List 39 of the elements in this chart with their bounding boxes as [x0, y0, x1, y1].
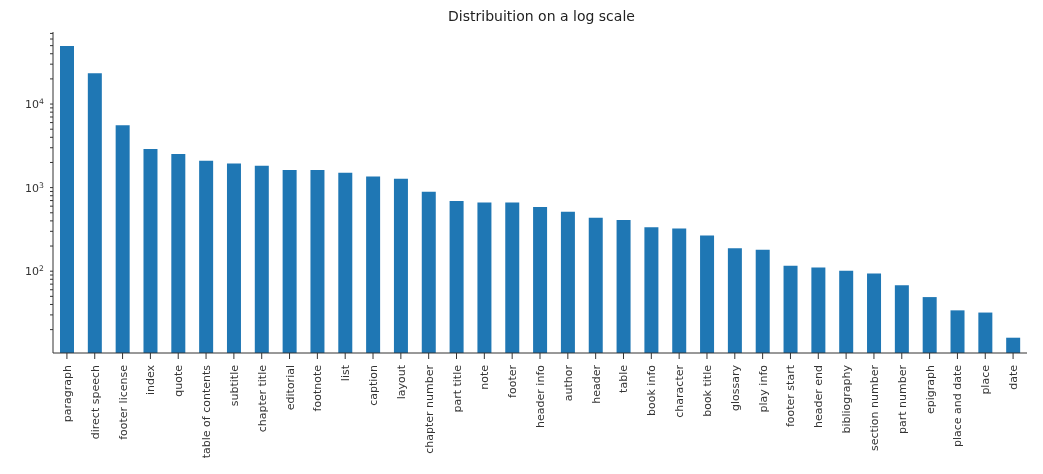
- x-tick-label: quote: [172, 364, 186, 397]
- x-tick-label: subtitle: [227, 364, 241, 407]
- x-tick-label: footer start: [784, 364, 798, 428]
- x-tick-label: bibliography: [840, 364, 854, 434]
- x-tick-label: header info: [534, 364, 547, 428]
- x-tick-label: table: [617, 364, 631, 393]
- x-tick-label: character: [673, 364, 687, 418]
- x-tick-label: direct speech: [88, 364, 102, 440]
- x-tick-label: caption: [367, 364, 381, 406]
- y-tick-label: 10$^{4}$: [25, 96, 45, 112]
- x-tick-label: footnote: [311, 364, 325, 412]
- x-tick-label: book title: [700, 364, 714, 417]
- x-tick-label: part number: [895, 364, 909, 434]
- x-tick-label: footer: [506, 364, 520, 398]
- x-tick-label: list: [339, 364, 353, 382]
- x-tick-label: glossary: [728, 364, 742, 412]
- x-tick-label: author: [561, 364, 575, 402]
- x-tick-label: paragraph: [60, 364, 74, 423]
- x-tick-label: table of contents: [200, 364, 214, 459]
- x-tick-label: chapter title: [255, 364, 269, 433]
- x-tick-label: date: [1007, 364, 1021, 390]
- x-tick-label: play info: [756, 364, 770, 413]
- x-tick-label: part title: [450, 364, 464, 413]
- x-tick-label: footer license: [116, 364, 130, 440]
- x-tick-label: epigraph: [923, 364, 937, 415]
- x-tick-label: editorial: [283, 365, 297, 411]
- x-tick-label: header end: [812, 365, 826, 428]
- x-tick-label: section number: [867, 364, 881, 452]
- x-tick-label: place: [979, 364, 993, 395]
- y-tick-label: 10$^{3}$: [25, 180, 45, 195]
- chart-title: Distribuition on a log scale: [447, 8, 636, 26]
- x-tick-label: header: [589, 364, 603, 404]
- x-tick-label: index: [144, 364, 158, 396]
- y-tick-label: 10$^{2}$: [25, 263, 45, 279]
- x-tick-label: layout: [394, 364, 408, 400]
- x-tick-label: chapter number: [422, 364, 436, 454]
- x-tick-label: place and date: [951, 364, 965, 448]
- x-tick-label: note: [478, 364, 492, 390]
- x-tick-label: book info: [645, 364, 659, 416]
